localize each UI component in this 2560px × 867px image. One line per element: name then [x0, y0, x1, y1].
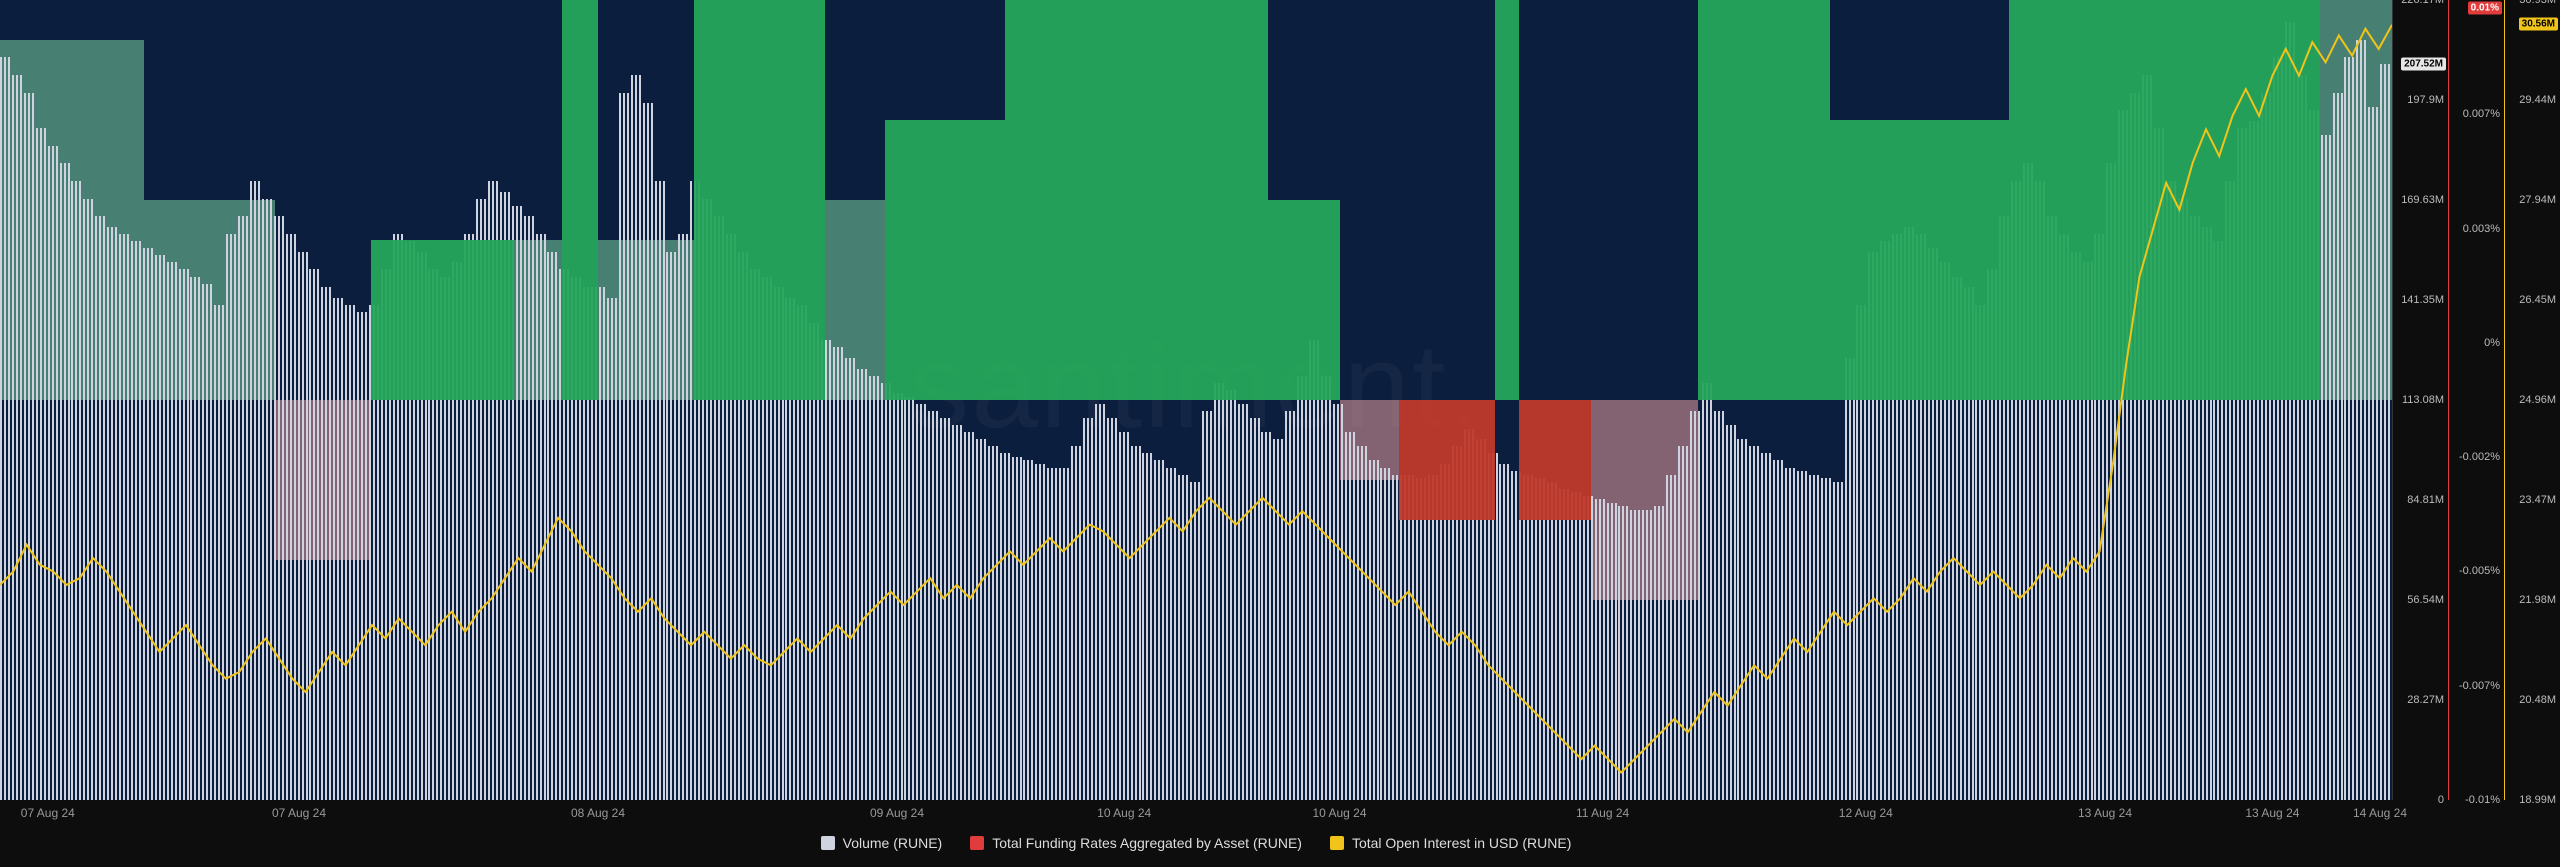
funding-bar	[562, 0, 598, 400]
funding-bar	[1495, 0, 1519, 400]
x-axis-tick: 10 Aug 24	[1312, 806, 1366, 820]
x-axis-tick: 07 Aug 24	[21, 806, 75, 820]
funding-bar	[885, 120, 1005, 400]
x-axis-tick: 11 Aug 24	[1576, 806, 1629, 820]
axis-tick: 56.54M	[2407, 594, 2444, 606]
axis-current-badge: 0.01%	[2468, 2, 2502, 15]
legend-label: Total Open Interest in USD (RUNE)	[1352, 835, 1571, 851]
axis-current-badge: 207.52M	[2401, 58, 2446, 71]
funding-bar	[1268, 200, 1340, 400]
funding-bar	[1172, 0, 1268, 400]
axis-tick: 0%	[2484, 337, 2500, 349]
axis-tick: 24.96M	[2519, 394, 2556, 406]
x-axis-tick: 13 Aug 24	[2078, 806, 2132, 820]
axis-tick: 197.9M	[2407, 94, 2444, 106]
plot-area[interactable]: santiment.	[0, 0, 2392, 800]
axis-tick: 21.98M	[2519, 594, 2556, 606]
x-axis-tick: 08 Aug 24	[571, 806, 625, 820]
funding-bar	[1830, 120, 2009, 400]
legend-item: Volume (RUNE)	[821, 835, 943, 851]
x-axis-tick: 12 Aug 24	[1839, 806, 1893, 820]
funding-axis: 0.007%0.003%0%-0.002%-0.005%-0.007%-0.01…	[2448, 0, 2504, 800]
x-axis-tick: 14 Aug 24	[2353, 806, 2407, 820]
legend-item: Total Funding Rates Aggregated by Asset …	[970, 835, 1302, 851]
x-axis-tick: 09 Aug 24	[870, 806, 924, 820]
axis-tick: 0	[2438, 794, 2444, 806]
axis-tick: -0.005%	[2459, 565, 2500, 577]
x-axis-tick: 10 Aug 24	[1097, 806, 1151, 820]
x-axis-tick: 07 Aug 24	[272, 806, 326, 820]
legend-swatch	[970, 836, 984, 850]
axis-tick: 30.93M	[2519, 0, 2556, 6]
legend-label: Volume (RUNE)	[843, 835, 943, 851]
axis-tick: 169.63M	[2401, 194, 2444, 206]
axis-tick: 0.003%	[2463, 223, 2500, 235]
funding-bar	[694, 0, 826, 400]
axis-tick: 23.47M	[2519, 494, 2556, 506]
legend-item: Total Open Interest in USD (RUNE)	[1330, 835, 1571, 851]
axis-tick: 20.48M	[2519, 694, 2556, 706]
axis-tick: 28.27M	[2407, 694, 2444, 706]
legend: Volume (RUNE) Total Funding Rates Aggrega…	[0, 835, 2392, 853]
x-axis: 07 Aug 24 07 Aug 24 08 Aug 24 09 Aug 24 10 A…	[0, 800, 2392, 830]
chart-container: santiment. 226.17M 197.9M 169.63M 141.35M 11…	[0, 0, 2560, 867]
axis-tick: 0.007%	[2463, 108, 2500, 120]
axis-current-badge: 30.56M	[2519, 18, 2558, 31]
funding-bar	[2105, 0, 2320, 400]
axis-tick: 141.35M	[2401, 294, 2444, 306]
funding-bar	[1519, 400, 1591, 520]
axis-tick: -0.01%	[2465, 794, 2500, 806]
x-axis-tick: 13 Aug 24	[2245, 806, 2299, 820]
open-interest-axis: 30.93M 29.44M 27.94M 26.45M 24.96M 23.47M 21.9…	[2504, 0, 2560, 800]
axis-tick: 18.99M	[2519, 794, 2556, 806]
funding-bar	[371, 240, 515, 400]
legend-swatch	[821, 836, 835, 850]
axis-tick: -0.002%	[2459, 451, 2500, 463]
axis-tick: 29.44M	[2519, 94, 2556, 106]
axis-tick: 27.94M	[2519, 194, 2556, 206]
legend-label: Total Funding Rates Aggregated by Asset …	[992, 835, 1302, 851]
funding-bar	[2009, 0, 2105, 400]
axis-tick: -0.007%	[2459, 680, 2500, 692]
funding-bar	[1399, 400, 1495, 520]
legend-swatch	[1330, 836, 1344, 850]
axis-tick: 26.45M	[2519, 294, 2556, 306]
funding-bar	[1005, 0, 1172, 400]
funding-bar	[1698, 0, 1830, 400]
axis-tick: 113.08M	[2402, 394, 2444, 406]
axis-tick: 226.17M	[2401, 0, 2444, 6]
axis-tick: 84.81M	[2407, 494, 2444, 506]
volume-axis: 226.17M 197.9M 169.63M 141.35M 113.08M 84.81M…	[2392, 0, 2448, 800]
